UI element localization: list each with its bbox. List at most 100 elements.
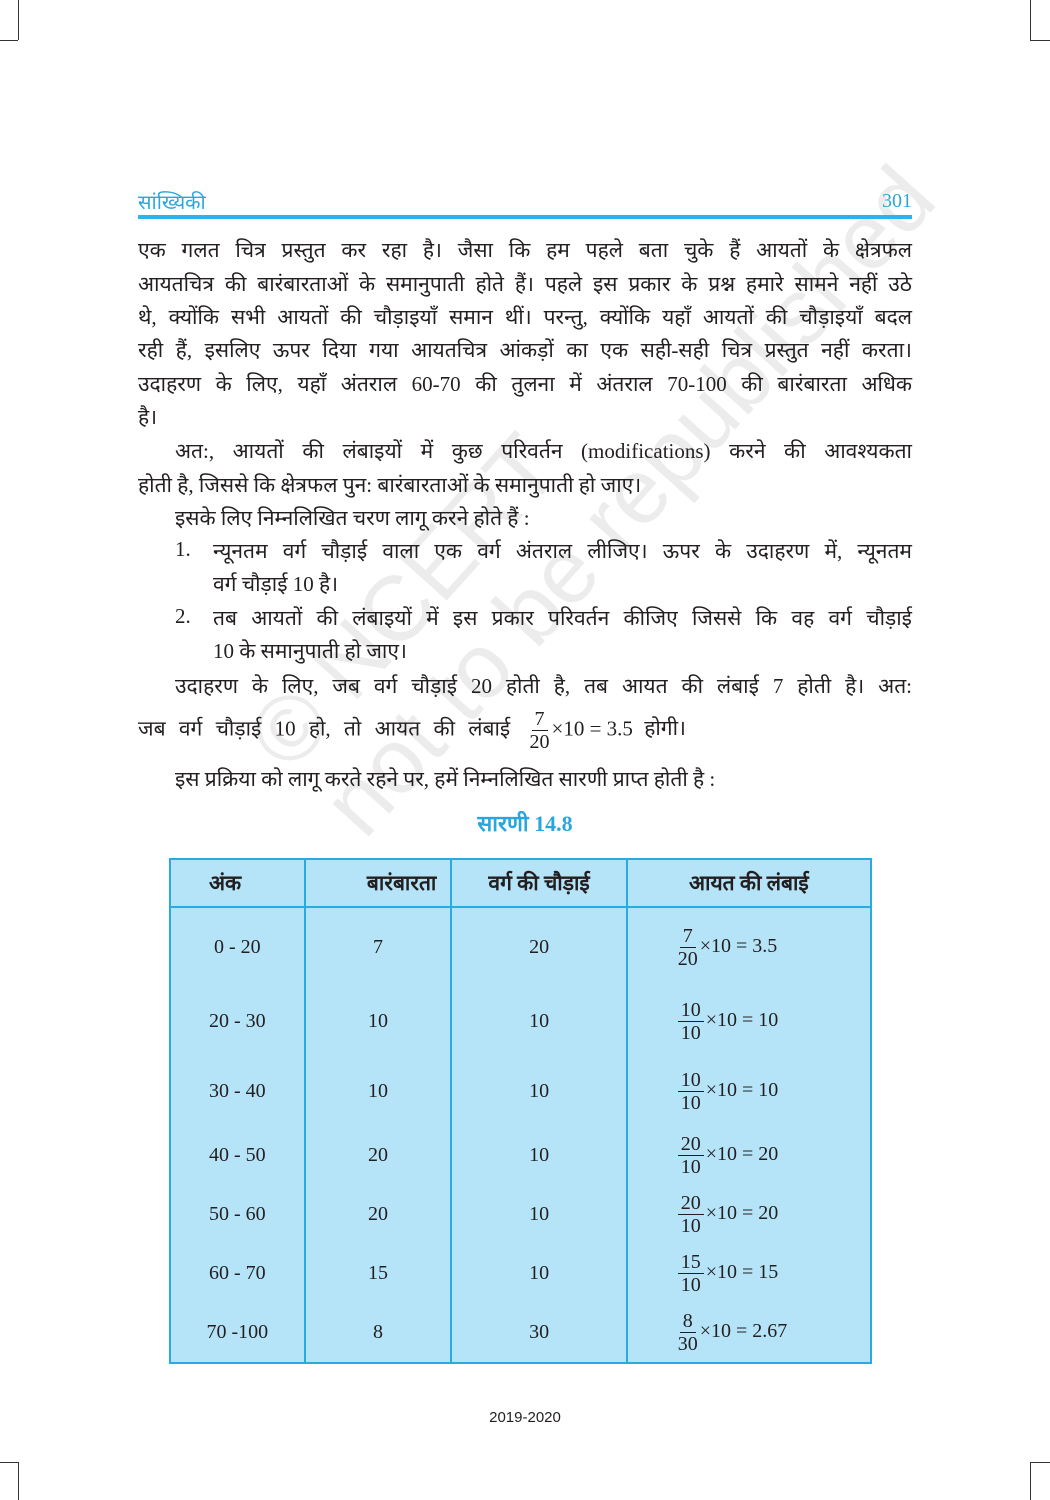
body-line: है।	[138, 405, 158, 429]
data-table: अंक बारंबारता वर्ग की चौड़ाई आयत की लंबा…	[169, 858, 873, 1364]
column-header: आयत की लंबाई	[625, 858, 873, 908]
body-line: उदाहरण के लिए, यहाँ अंतराल 60-70 की तुलन…	[138, 372, 912, 396]
table-title: सारणी 14.8	[477, 811, 573, 836]
frequency-cell: 15	[303, 1244, 453, 1303]
denominator: 10	[680, 1091, 701, 1114]
body-line: इस प्रक्रिया को लागू करते रहने पर, हमें …	[175, 767, 716, 791]
fraction: 20 10	[677, 1133, 704, 1178]
result: = 20	[742, 1202, 779, 1225]
result: = 15	[742, 1261, 779, 1284]
column-header: बारंबारता	[303, 858, 453, 908]
interval-cell: 30 - 40	[169, 1056, 306, 1126]
fraction: 20 10	[677, 1192, 704, 1237]
crop-mark	[0, 40, 18, 41]
frequency-cell: 20	[303, 1126, 453, 1185]
header-rule	[138, 215, 912, 219]
interval-cell: 40 - 50	[169, 1126, 306, 1185]
table-row: 60 - 70 15 10 15 10 ×10 = 15	[169, 1244, 873, 1303]
frequency-cell: 8	[303, 1303, 453, 1364]
width-cell: 10	[450, 1126, 628, 1185]
numerator: 20	[677, 1192, 704, 1215]
length-cell: 10 10 ×10 = 10	[625, 986, 873, 1056]
denominator: 30	[677, 1333, 698, 1355]
frequency-cell: 10	[303, 1056, 453, 1126]
frequency-cell: 10	[303, 986, 453, 1056]
table-header-row: अंक बारंबारता वर्ग की चौड़ाई आयत की लंबा…	[169, 858, 873, 908]
fraction: 10 10	[677, 999, 704, 1044]
crop-mark	[1030, 1462, 1031, 1500]
fraction: 7 20	[530, 708, 550, 753]
multiplier: ×10	[705, 1008, 738, 1031]
denominator: 10	[680, 1021, 701, 1044]
multiplier: ×10	[699, 934, 732, 957]
multiplier: ×10	[705, 1261, 738, 1284]
result: = 2.67	[736, 1320, 788, 1343]
numerator: 7	[679, 925, 696, 948]
column-header: अंक	[169, 858, 306, 908]
footer-year: 2019-2020	[489, 1409, 561, 1426]
table-row: 40 - 50 20 10 20 10 ×10 = 20	[169, 1126, 873, 1185]
numerator: 10	[677, 1069, 704, 1092]
list-item-line: न्यूनतम वर्ग चौड़ाई वाला एक वर्ग अंतराल …	[213, 539, 912, 563]
page-number: 301	[882, 190, 912, 212]
width-cell: 20	[450, 907, 628, 986]
crop-mark	[0, 1462, 18, 1463]
fraction: 10 10	[677, 1069, 704, 1114]
denominator: 10	[680, 1215, 701, 1237]
table-row: 0 - 20 7 20 7 20 ×10 = 3.5	[169, 907, 873, 986]
result: = 10	[742, 1008, 779, 1031]
body-line: अत:, आयतों की लंबाइयों में कुछ परिवर्तन …	[175, 439, 912, 463]
body-line: आयतचित्र की बारंबारताओं के समानुपाती होत…	[138, 272, 912, 296]
width-cell: 10	[450, 1185, 628, 1244]
length-cell: 8 30 ×10 = 2.67	[625, 1303, 873, 1364]
table-row: 70 -100 8 30 8 30 ×10 = 2.67	[169, 1303, 873, 1364]
body-line: रही हैं, इसलिए ऊपर दिया गया आयतचित्र आंक…	[138, 338, 912, 362]
result: = 10	[742, 1078, 779, 1101]
body-line: इसके लिए निम्नलिखित चरण लागू करने होते ह…	[175, 506, 530, 530]
width-cell: 30	[450, 1303, 628, 1364]
interval-cell: 70 -100	[169, 1303, 306, 1364]
interval-cell: 60 - 70	[169, 1244, 306, 1303]
width-cell: 10	[450, 1056, 628, 1126]
column-header: वर्ग की चौड़ाई	[450, 858, 628, 908]
denominator: 10	[680, 1274, 701, 1296]
numerator: 7	[531, 708, 548, 731]
crop-mark	[1030, 1462, 1050, 1463]
numerator: 20	[677, 1133, 704, 1156]
length-cell: 20 10 ×10 = 20	[625, 1126, 873, 1185]
crop-mark	[18, 0, 19, 40]
multiplier: ×10	[705, 1143, 738, 1166]
running-header-title: सांख्यिकी	[138, 192, 206, 214]
fraction: 7 20	[678, 925, 698, 970]
denominator: 10	[680, 1156, 701, 1178]
denominator: 20	[529, 731, 550, 753]
multiplier: ×10	[705, 1078, 738, 1101]
length-cell: 7 20 ×10 = 3.5	[625, 907, 873, 986]
body-line: होती है, जिससे कि क्षेत्रफल पुन: बारंबार…	[138, 473, 642, 497]
formula-rest: ×10 = 3.5	[551, 716, 633, 741]
list-number: 2.	[175, 604, 191, 628]
length-cell: 10 10 ×10 = 10	[625, 1056, 873, 1126]
crop-mark	[1030, 40, 1050, 41]
body-line: एक गलत चित्र प्रस्तुत कर रहा है। जैसा कि…	[138, 238, 912, 262]
table-row: 30 - 40 10 10 10 10 ×10 = 10	[169, 1056, 873, 1126]
fraction: 8 30	[678, 1310, 698, 1355]
body-line: थे, क्योंकि सभी आयतों की चौड़ाइयाँ समान …	[138, 305, 912, 329]
table-row: 50 - 60 20 10 20 10 ×10 = 20	[169, 1185, 873, 1244]
formula-prefix: जब वर्ग चौड़ाई 10 हो, तो आयत की लंबाई	[138, 716, 511, 741]
fraction: 15 10	[677, 1251, 704, 1296]
list-item-line: तब आयतों की लंबाइयों में इस प्रकार परिवर…	[213, 606, 912, 630]
multiplier: ×10	[699, 1320, 732, 1343]
interval-cell: 50 - 60	[169, 1185, 306, 1244]
numerator: 8	[679, 1310, 696, 1333]
table-row: 20 - 30 10 10 10 10 ×10 = 10	[169, 986, 873, 1056]
denominator: 20	[677, 947, 698, 970]
crop-mark	[18, 1462, 19, 1500]
interval-cell: 20 - 30	[169, 986, 306, 1056]
interval-cell: 0 - 20	[169, 907, 306, 986]
numerator: 15	[677, 1251, 704, 1274]
frequency-cell: 20	[303, 1185, 453, 1244]
result: = 20	[742, 1143, 779, 1166]
result: = 3.5	[736, 934, 778, 957]
